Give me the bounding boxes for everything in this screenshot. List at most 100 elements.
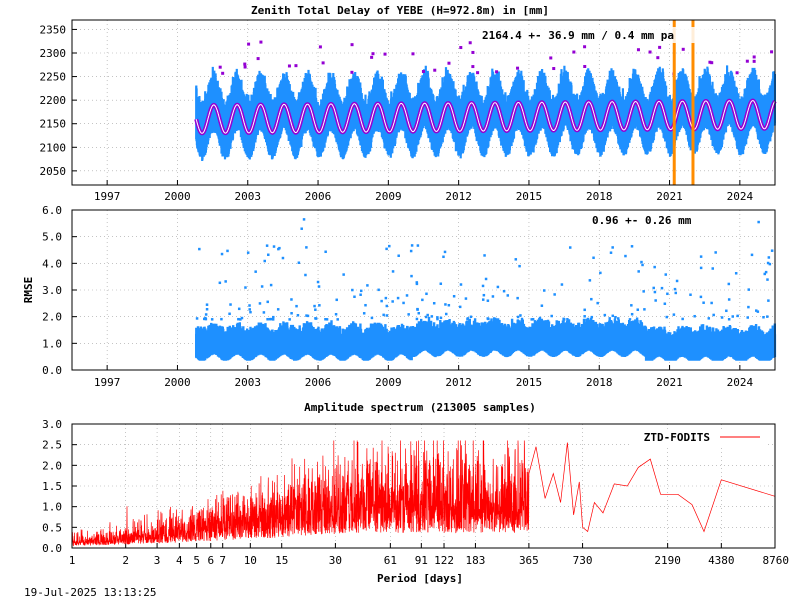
rmse-outlier-point <box>727 318 731 321</box>
rmse-outlier-point <box>290 312 293 315</box>
rmse-xtick-label: 2000 <box>164 376 191 389</box>
spectrum-xtick-label: 4 <box>176 554 183 567</box>
rmse-outlier-point <box>458 305 462 309</box>
ztd-outlier-point <box>371 52 375 56</box>
ztd-outlier-point <box>247 42 251 46</box>
ztd-ytick-label: 2200 <box>40 94 67 107</box>
rmse-outlier-point <box>442 255 445 259</box>
rmse-outlier-point <box>263 259 266 263</box>
rmse-outlier-point <box>540 304 544 307</box>
rmse-outlier-point <box>384 296 388 300</box>
rmse-outlier-point <box>224 280 227 283</box>
ztd-xtick-label: 2012 <box>445 190 472 203</box>
rmse-outlier-point <box>272 315 275 319</box>
rmse-outlier-point <box>405 294 409 297</box>
rmse-outlier-point <box>417 311 421 315</box>
rmse-outlier-point <box>736 314 739 318</box>
rmse-outlier-point <box>248 308 251 311</box>
ztd-outlier-point <box>421 69 425 73</box>
ztd-outlier-point <box>648 50 652 54</box>
spectrum-ytick-label: 0.5 <box>42 521 62 534</box>
rmse-outlier-point <box>277 247 280 251</box>
rmse-outlier-point <box>272 245 276 248</box>
rmse-outlier-point <box>351 288 354 292</box>
rmse-outlier-point <box>747 305 750 309</box>
rmse-outlier-point <box>640 260 643 264</box>
rmse-xtick-label: 2006 <box>305 376 332 389</box>
rmse-outlier-point <box>519 314 522 317</box>
rmse-ytick-label: 2.0 <box>42 311 62 324</box>
rmse-outlier-point <box>553 293 556 296</box>
rmse-outlier-point <box>205 307 209 311</box>
spectrum-xtick-label: 183 <box>465 554 485 567</box>
rmse-outlier-point <box>260 285 264 288</box>
rmse-outlier-point <box>452 295 456 298</box>
rmse-xtick-label: 2003 <box>235 376 262 389</box>
rmse-ytick-label: 5.0 <box>42 231 62 244</box>
rmse-outlier-point <box>757 220 760 224</box>
spectrum-ytick-label: 2.5 <box>42 439 62 452</box>
spectrum-xtick-label: 8760 <box>763 554 790 567</box>
rmse-outlier-point <box>611 246 614 249</box>
rmse-outlier-point <box>370 316 374 320</box>
rmse-outlier-point <box>768 262 772 266</box>
rmse-outlier-point <box>244 286 247 289</box>
rmse-outlier-point <box>666 292 669 296</box>
ztd-outlier-point <box>350 43 354 47</box>
rmse-outlier-point <box>377 288 380 292</box>
rmse-outlier-point <box>484 277 488 281</box>
rmse-outlier-point <box>624 254 627 258</box>
rmse-outlier-point <box>226 249 229 253</box>
rmse-outlier-point <box>410 244 414 247</box>
rmse-outlier-point <box>397 254 400 257</box>
rmse-outlier-point <box>550 314 553 318</box>
rmse-outlier-point <box>424 315 428 319</box>
rmse-outlier-point <box>288 318 291 321</box>
rmse-outlier-point <box>466 317 470 320</box>
rmse-outlier-point <box>672 313 676 316</box>
ztd-xtick-label: 2018 <box>586 190 613 203</box>
rmse-ytick-label: 1.0 <box>42 337 62 350</box>
rmse-outlier-point <box>727 282 731 286</box>
ztd-outlier-point <box>256 57 260 61</box>
ztd-outlier-point <box>735 71 739 75</box>
ztd-outlier-point <box>243 62 247 66</box>
rmse-outlier-point <box>436 316 439 319</box>
rmse-outlier-point <box>734 272 738 275</box>
rmse-outlier-point <box>481 298 485 301</box>
ztd-outlier-point <box>495 70 499 74</box>
rmse-outlier-point <box>725 309 728 313</box>
rmse-outlier-point <box>762 316 765 319</box>
rmse-outlier-point <box>204 313 208 316</box>
rmse-outlier-point <box>493 318 497 321</box>
rmse-annotation-bg <box>588 213 718 228</box>
ztd-title: Zenith Total Delay of YEBE (H=972.8m) in… <box>251 4 549 17</box>
ztd-outlier-point <box>459 46 463 50</box>
ztd-outlier-point <box>411 52 415 56</box>
rmse-outlier-point <box>316 280 320 284</box>
rmse-outlier-point <box>249 310 252 314</box>
ztd-outlier-point <box>350 70 354 74</box>
spectrum-xtick-label: 365 <box>519 554 539 567</box>
spectrum-xtick-label: 30 <box>329 554 342 567</box>
rmse-outlier-point <box>766 315 769 318</box>
rmse-outlier-point <box>425 292 428 296</box>
rmse-outlier-point <box>711 267 715 270</box>
rmse-outlier-point <box>385 247 388 251</box>
rmse-outlier-point <box>342 273 345 276</box>
ztd-outlier-point <box>583 45 587 49</box>
rmse-outlier-point <box>305 246 308 249</box>
rmse-outlier-point <box>220 317 223 321</box>
ztd-annotation-bg <box>480 27 712 43</box>
rmse-outlier-point <box>281 256 285 260</box>
rmse-outlier-point <box>396 296 400 300</box>
rmse-outlier-point <box>266 317 269 321</box>
rmse-ylabel: RMSE <box>22 277 35 304</box>
rmse-outlier-point <box>611 314 615 318</box>
rmse-xtick-label: 2024 <box>727 376 754 389</box>
rmse-outlier-point <box>482 293 486 297</box>
rmse-outlier-point <box>430 315 434 318</box>
spectrum-ytick-label: 3.0 <box>42 418 62 431</box>
rmse-outlier-point <box>630 245 634 248</box>
